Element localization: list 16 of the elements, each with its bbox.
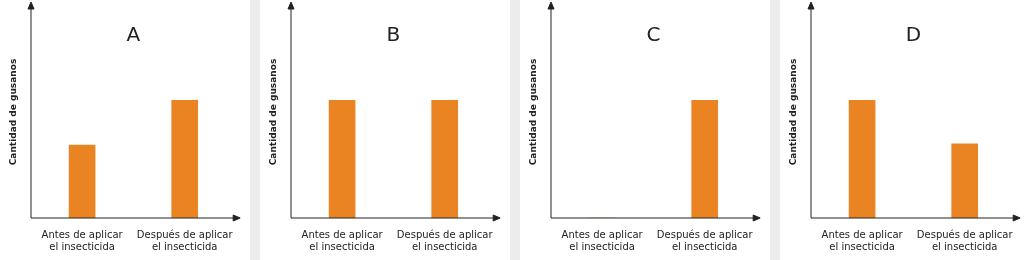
y-axis-title: Cantidad de gusanos xyxy=(527,58,538,166)
x-tick-label: Después de aplicar el insecticida xyxy=(656,228,754,252)
y-axis-title: Cantidad de gusanos xyxy=(787,58,798,166)
x-tick-label: Antes de aplicar el insecticida xyxy=(561,228,644,252)
x-tick-label: Después de aplicar el insecticida xyxy=(136,228,234,252)
chart-title: A xyxy=(126,22,141,47)
x-tick-label: Antes de aplicar el insecticida xyxy=(301,228,384,252)
chart-title: D xyxy=(905,22,922,47)
y-axis-title: Cantidad de gusanos xyxy=(7,58,18,166)
x-tick-label: Después de aplicar el insecticida xyxy=(916,228,1014,252)
x-tick-label: Antes de aplicar el insecticida xyxy=(821,228,904,252)
y-axis-title: Cantidad de gusanos xyxy=(267,58,278,166)
chart-title: B xyxy=(386,22,401,47)
chart-title: C xyxy=(646,22,661,47)
x-tick-label: Después de aplicar el insecticida xyxy=(396,228,494,252)
x-tick-label: Antes de aplicar el insecticida xyxy=(41,228,124,252)
